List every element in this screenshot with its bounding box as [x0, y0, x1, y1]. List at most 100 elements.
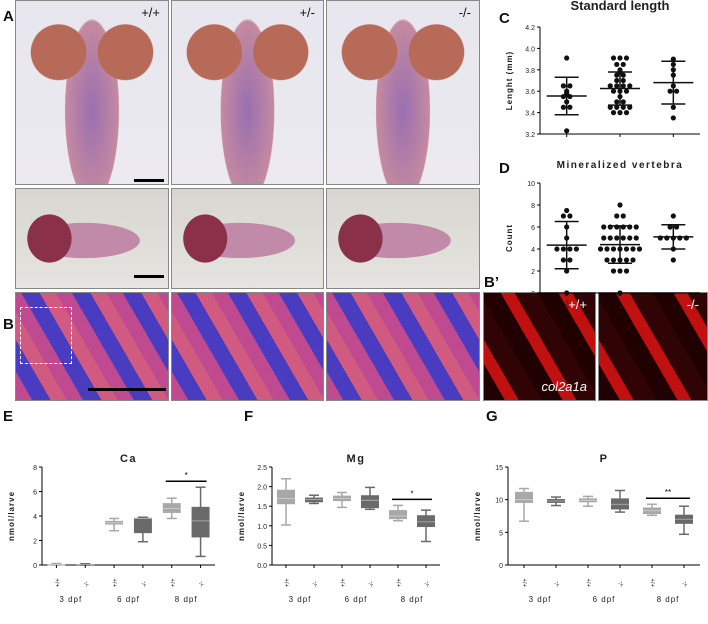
data-point — [617, 202, 623, 208]
y-tick-label: 0.0 — [257, 563, 267, 570]
y-tick-label: 3.2 — [525, 132, 535, 139]
data-point — [620, 83, 626, 89]
dorsal-photo-het: +/- — [171, 0, 324, 185]
box — [361, 495, 379, 509]
y-tick-label: 1.5 — [257, 504, 267, 511]
data-point — [617, 55, 623, 61]
x-tick-label: +/+ — [341, 578, 347, 587]
data-point — [623, 110, 630, 116]
group-label: 6 dpf — [117, 595, 140, 604]
data-point — [567, 257, 573, 263]
box — [133, 517, 152, 534]
data-point — [604, 246, 610, 252]
y-axis-label: nmol/larve — [7, 491, 16, 541]
box — [417, 515, 435, 527]
x-tick-label: +/+ — [566, 300, 572, 309]
data-point — [607, 83, 613, 89]
panel-label-a: A — [3, 8, 14, 25]
genotype-label: -/- — [458, 5, 471, 20]
y-tick-label: 2.0 — [257, 485, 267, 492]
data-point — [667, 224, 673, 230]
y-tick-label: 2 — [33, 539, 37, 546]
lateral-photo-mut — [326, 188, 480, 289]
box — [515, 491, 533, 503]
cartilage-photo-wt — [15, 292, 169, 401]
data-point — [573, 246, 580, 252]
panel-label-d: D — [499, 160, 510, 177]
data-point — [614, 72, 620, 78]
data-point — [610, 268, 617, 274]
panel-label-b: B — [3, 316, 14, 333]
data-point — [673, 224, 680, 230]
data-point — [601, 235, 607, 241]
x-tick-label: -/- — [142, 581, 148, 587]
y-tick-label: 0 — [33, 563, 37, 570]
data-point — [620, 213, 626, 219]
group-label: 3 dpf — [59, 595, 82, 604]
y-tick-label: 4 — [33, 514, 37, 521]
panel-label-g: G — [486, 408, 498, 425]
data-point — [560, 104, 567, 110]
x-tick-label: +/+ — [113, 578, 119, 587]
data-point — [627, 104, 633, 110]
chart-title: Ca — [120, 453, 137, 465]
y-tick-label: 2 — [531, 269, 535, 276]
data-point — [597, 246, 604, 252]
data-point — [614, 104, 620, 110]
data-point — [610, 246, 617, 252]
group-label: 8 dpf — [657, 595, 680, 604]
panel-label-f: F — [244, 408, 254, 425]
data-point — [607, 104, 613, 110]
data-point — [620, 72, 626, 78]
chart-title: P — [600, 453, 609, 465]
scale-bar — [134, 275, 164, 278]
box — [277, 489, 295, 505]
y-tick-label: 6 — [531, 225, 535, 232]
data-point — [604, 257, 610, 263]
data-point — [623, 246, 630, 252]
data-point — [630, 246, 636, 252]
data-point — [560, 213, 567, 219]
group-label: 8 dpf — [401, 595, 424, 604]
y-axis-label: Count — [505, 224, 514, 252]
box — [389, 510, 407, 520]
x-tick-label: -/- — [425, 581, 431, 587]
data-point — [630, 257, 636, 263]
data-point — [610, 257, 617, 263]
x-tick-label: -/- — [555, 581, 561, 587]
data-point — [623, 268, 630, 274]
data-point — [564, 207, 570, 214]
lateral-photo-het — [171, 188, 324, 289]
y-tick-label: 4.0 — [525, 46, 535, 53]
group-label: 6 dpf — [345, 595, 368, 604]
data-point — [564, 290, 570, 296]
y-tick-label: 3.6 — [525, 89, 535, 96]
dorsal-photo-wt: +/+ — [15, 0, 169, 185]
box — [162, 503, 181, 513]
data-point — [567, 213, 573, 219]
data-point — [564, 128, 570, 134]
x-tick-label: +/+ — [171, 578, 177, 587]
data-point — [564, 55, 570, 61]
data-point — [554, 246, 560, 252]
group-label: 3 dpf — [289, 595, 312, 604]
data-point — [620, 61, 626, 68]
data-point — [667, 88, 673, 94]
cartilage-photo-mut — [326, 292, 480, 401]
data-point — [636, 246, 643, 252]
data-point — [673, 88, 680, 94]
data-point — [670, 104, 676, 110]
y-tick-label: 3.8 — [525, 68, 535, 75]
data-point — [614, 213, 620, 219]
significance-marker: * — [410, 489, 413, 498]
y-tick-label: 8 — [33, 465, 37, 472]
data-point — [620, 104, 626, 110]
y-tick-label: 8 — [531, 203, 535, 210]
data-point — [617, 268, 623, 274]
data-point — [560, 246, 567, 252]
y-tick-label: 15 — [495, 465, 503, 472]
x-tick-label: +/+ — [397, 578, 403, 587]
x-tick-label: -/- — [619, 581, 625, 587]
data-point — [614, 99, 620, 105]
